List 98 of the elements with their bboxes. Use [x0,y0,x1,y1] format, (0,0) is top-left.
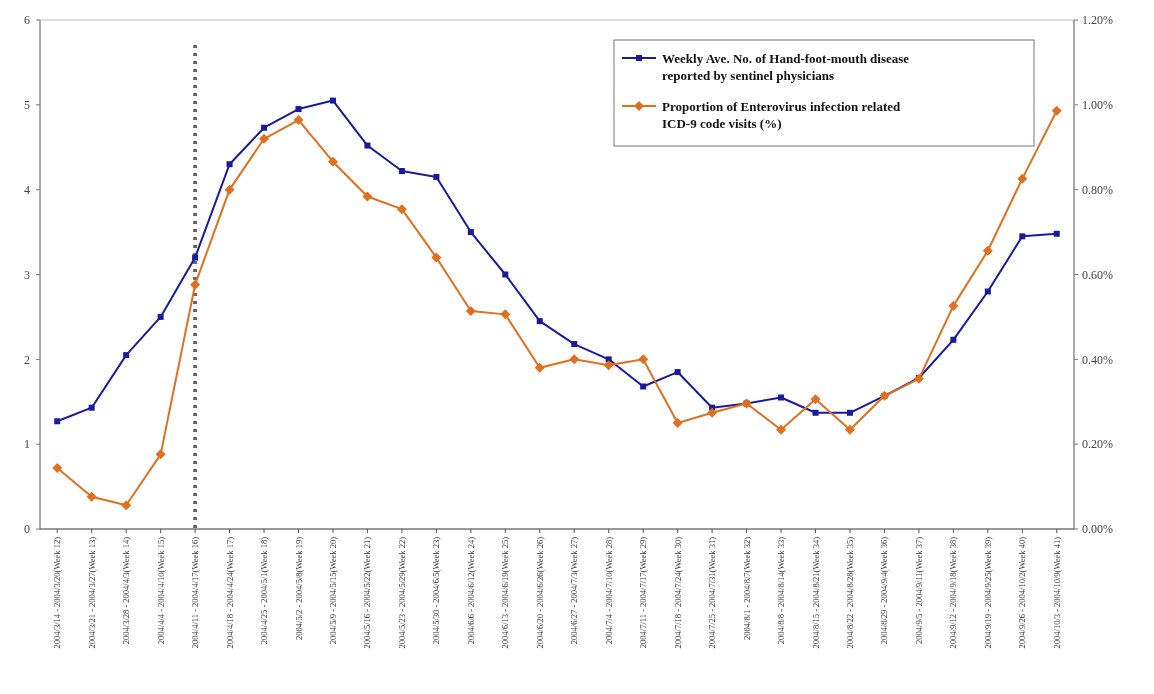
x-tick-label: 2004/5/30 - 2004/6/5(Week 23) [431,536,442,645]
x-tick-label: 2004/6/20 - 2004/6/26(Week 26) [534,536,545,649]
x-tick-label: 2004/9/19 - 2004/9/25(Week 39) [982,536,993,649]
point [1053,230,1060,237]
y2-tick-label: 0.60% [1082,267,1113,282]
point [157,313,164,320]
y-tick-label: 0 [24,522,30,537]
y-tick-label: 3 [24,267,30,282]
point [984,288,991,295]
legend-label: Proportion of Enterovirus infection related ICD-9 code visits (%) [662,98,902,131]
point [810,394,821,405]
point [190,279,201,290]
x-tick-label: 2004/6/6 - 2004/6/12(Week 24) [465,536,476,645]
point [638,354,649,365]
point [465,305,476,316]
y-tick-label: 6 [24,13,30,28]
x-tick-label: 2004/9/12 - 2004/9/18(Week 38) [948,536,959,649]
point [674,369,681,376]
point [812,409,819,416]
point [88,404,95,411]
x-tick-label: 2004/3/28 - 2004/4/3(Week 14) [121,536,132,645]
y2-tick-label: 0.00% [1082,522,1113,537]
x-tick-label: 2004/10/3 - 2004/10/9(Week 41) [1051,536,1062,649]
point [571,341,578,348]
y2-tick-label: 1.00% [1082,98,1113,113]
point [295,106,302,113]
y-tick-label: 5 [24,98,30,113]
point [226,161,233,168]
point [569,354,580,365]
point [502,271,509,278]
y2-tick-label: 0.80% [1082,182,1113,197]
x-tick-label: 2004/4/11 - 2004/4/17(Week 16) [190,536,201,649]
x-tick-label: 2004/5/2 - 2004/5/8(Week 19) [293,536,304,640]
point [329,97,336,104]
point [364,142,371,149]
x-tick-label: 2004/8/22 - 2004/8/28(Week 35) [844,536,855,649]
x-tick-label: 2004/8/1 - 2004/8/7(Week 32) [741,536,752,640]
point [672,417,683,428]
x-tick-label: 2004/4/4 - 2004/4/10(Week 15) [155,536,166,645]
point [396,204,407,215]
x-tick-label: 2004/7/18 - 2004/7/24(Week 30) [672,536,683,649]
point [433,173,440,180]
point [327,156,338,167]
x-tick-label: 2004/8/8 - 2004/8/14(Week 33) [776,536,787,645]
x-tick-label: 2004/9/26 - 2004/10/2(Week 40) [1017,536,1028,649]
legend-label: Weekly Ave. No. of Hand-foot-mouth disease reported by sentinel physicians [662,50,910,83]
y2-tick-label: 0.40% [1082,352,1113,367]
point [950,336,957,343]
point [123,352,130,359]
x-tick-label: 2004/6/27 - 2004/7/3(Week 27) [569,536,580,645]
x-tick-label: 2004/7/4 - 2004/7/10(Week 28) [603,536,614,645]
x-tick-label: 2004/8/15 - 2004/8/21(Week 34) [810,536,821,649]
x-tick-label: 2004/5/16 - 2004/5/22(Week 21) [362,536,373,649]
point [536,318,543,325]
point [224,184,235,195]
point [982,245,993,256]
point [707,407,718,418]
x-tick-label: 2004/9/5 - 2004/9/11(Week 37) [913,536,924,644]
x-tick-label: 2004/6/13 - 2004/6/19(Week 25) [500,536,511,649]
x-tick-label: 2004/7/25 - 2004/7/31(Week 31) [707,536,718,649]
point [431,252,442,263]
x-tick-label: 2004/3/21 - 2004/3/27(Week 13) [86,536,97,649]
point [259,133,270,144]
point [54,418,61,425]
point [52,462,63,473]
x-tick-label: 2004/5/9 - 2004/5/15(Week 20) [327,536,338,645]
point [640,383,647,390]
point [1017,173,1028,184]
point [293,115,304,126]
y-tick-label: 1 [24,437,30,452]
point [86,491,97,502]
point [1051,105,1062,116]
y2-tick-label: 1.20% [1082,13,1113,28]
y2-tick-label: 0.20% [1082,437,1113,452]
point [844,424,855,435]
point [603,360,614,371]
x-tick-label: 2004/5/23 - 2004/5/29(Week 22) [396,536,407,649]
x-tick-label: 2004/4/18 - 2004/4/24(Week 17) [224,536,235,649]
y-tick-label: 4 [24,182,30,197]
point [121,500,132,511]
point [1019,233,1026,240]
point [398,168,405,174]
point [948,300,959,311]
point [467,229,474,236]
point [500,309,511,320]
point [778,394,785,401]
point [261,124,268,131]
y-tick-label: 2 [24,352,30,367]
x-tick-label: 2004/8/29 - 2004/9/4(Week 36) [879,536,890,645]
x-tick-label: 2004/4/25 - 2004/5/1(Week 18) [259,536,270,645]
point [846,409,853,416]
point [776,424,787,435]
point [362,191,373,202]
point [192,254,199,261]
x-tick-label: 2004/3/14 - 2004/3/20(Week 12) [52,536,63,649]
point [534,362,545,373]
x-tick-label: 2004/7/11 - 2004/7/17(Week 29) [638,536,649,649]
point [155,449,166,460]
